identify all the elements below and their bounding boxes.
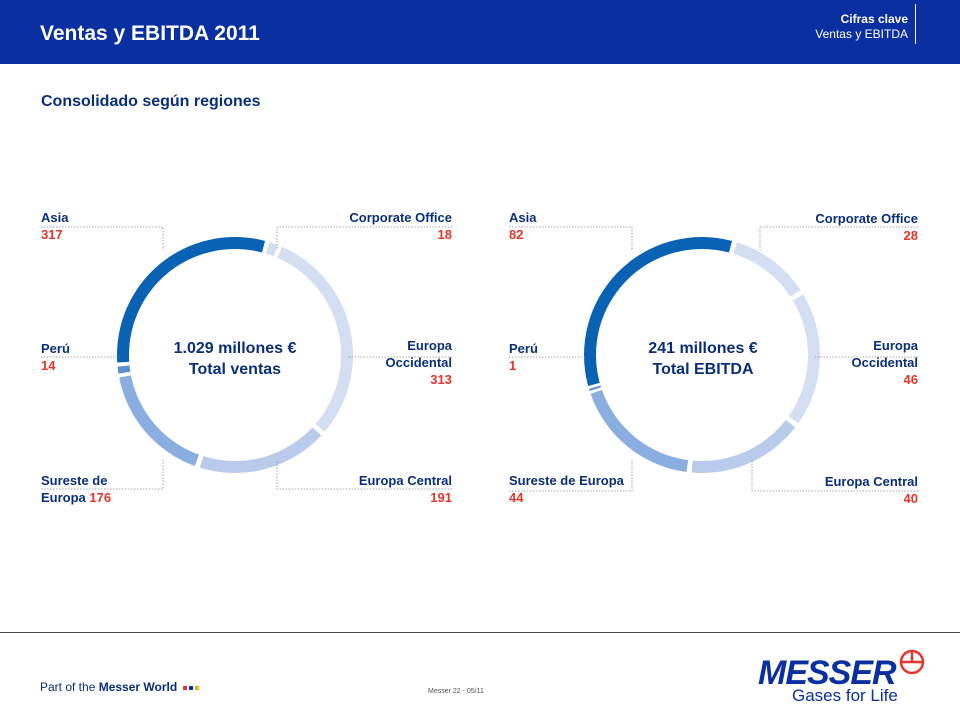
slice-perú-ebitda xyxy=(588,385,602,391)
leader-line xyxy=(751,460,918,492)
label-sureste-ebitda: Sureste de Europa 44 xyxy=(509,473,624,505)
header-bar: Ventas y EBITDA 2011 Cifras clave Ventas… xyxy=(0,0,960,64)
center-total-ventas: 1.029 millones € Total ventas xyxy=(173,340,297,378)
slice-sureste-de-europa-ebitda xyxy=(590,389,689,472)
slice-sureste-de-europa-ventas xyxy=(119,375,199,466)
slice-perú-ventas xyxy=(117,365,131,374)
label-sureste-ventas: Sureste de Europa 176 xyxy=(41,473,112,505)
breadcrumb-sub: Ventas y EBITDA xyxy=(815,27,908,41)
label-peru-ventas: Perú 14 xyxy=(41,341,70,373)
slice-corporate-office-ventas xyxy=(265,242,278,257)
label-europa-central-ebitda: Europa Central 40 xyxy=(824,474,918,506)
label-corporate-ebitda: Corporate Office 28 xyxy=(815,211,918,243)
leader-line xyxy=(509,460,633,492)
slice-europa-central-ventas xyxy=(199,427,322,473)
leader-line xyxy=(41,460,164,490)
square-yellow-icon xyxy=(194,686,199,690)
leader-line xyxy=(509,226,633,250)
square-red-icon xyxy=(182,686,187,690)
slice-europa-central-ebitda xyxy=(691,419,796,473)
breadcrumb: Cifras clave Ventas y EBITDA xyxy=(815,12,908,42)
label-europa-occidental-ventas: Europa Occidental 313 xyxy=(385,338,452,387)
slice-corporate-office-ebitda xyxy=(733,242,801,297)
slice-europa-occidental-ebitda xyxy=(788,294,821,424)
leader-line xyxy=(276,226,452,250)
label-europa-occidental-ebitda: Europa Occidental 46 xyxy=(851,338,918,387)
slice-asia-ventas xyxy=(117,237,266,363)
center-total-ebitda: 241 millones € Total EBITDA xyxy=(648,340,758,378)
breadcrumb-main: Cifras clave xyxy=(840,12,908,26)
label-europa-central-ventas: Europa Central 191 xyxy=(358,473,452,505)
label-peru-ebitda: Perú 1 xyxy=(509,341,538,373)
page-title: Ventas y EBITDA 2011 xyxy=(40,22,260,45)
logo-word: MESSER xyxy=(758,654,897,692)
logo-tagline: Gases for Life xyxy=(792,686,898,705)
square-blue-icon xyxy=(188,686,193,690)
section-subtitle: Consolidado según regiones xyxy=(41,93,261,110)
slice-asia-ebitda xyxy=(584,237,733,387)
footer-divider xyxy=(0,632,960,633)
slice-europa-occidental-ventas xyxy=(277,246,354,432)
messer-logo: MESSER Gases for Life xyxy=(758,648,928,708)
label-corporate-ventas: Corporate Office 18 xyxy=(349,210,452,242)
breadcrumb-divider xyxy=(915,4,916,44)
label-asia-ebitda: Asia 82 xyxy=(509,210,537,242)
page-number: Messer 22 - 05/11 xyxy=(428,688,484,695)
label-asia-ventas: Asia 317 xyxy=(41,210,69,242)
logo-symbol-icon xyxy=(899,649,925,675)
leader-line xyxy=(276,460,452,490)
part-of-messer-world: Part of the Messer World xyxy=(40,680,199,694)
